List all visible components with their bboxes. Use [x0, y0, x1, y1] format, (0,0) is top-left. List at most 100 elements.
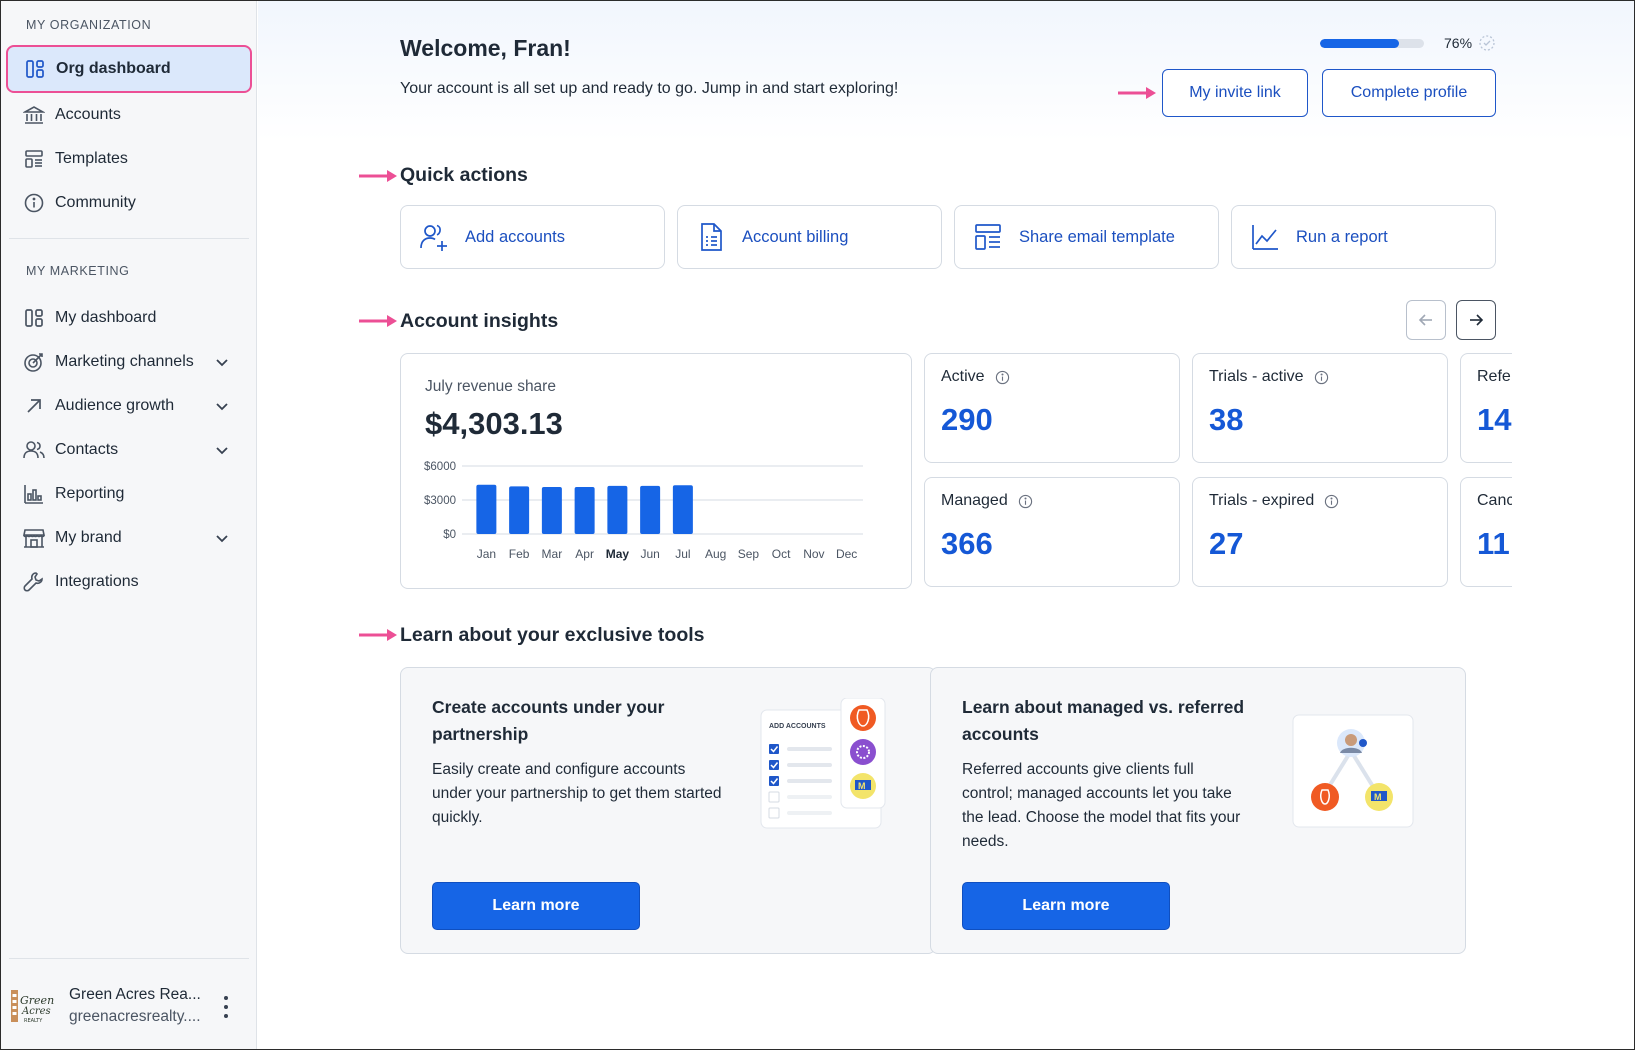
- learn-more-button[interactable]: Learn more: [962, 882, 1170, 930]
- org-name: Green Acres Rea...: [69, 986, 201, 1003]
- x-tick-label: Jun: [640, 547, 659, 561]
- templates-icon: [23, 148, 45, 170]
- stat-value: 27: [1209, 526, 1244, 561]
- info-icon[interactable]: [1018, 494, 1033, 509]
- x-tick-label: Dec: [836, 547, 857, 561]
- sidebar-item-marketing-channels[interactable]: Marketing channels: [7, 340, 250, 384]
- arrow-up-right-icon: [23, 395, 45, 417]
- quick-action-label: Run a report: [1296, 227, 1388, 246]
- stat-card-trials-active[interactable]: Trials - active 38: [1192, 353, 1448, 463]
- svg-text:Acres: Acres: [21, 1006, 51, 1017]
- sidebar-item-label: Community: [55, 194, 136, 211]
- sidebar-item-templates[interactable]: Templates: [7, 137, 250, 181]
- stat-card-trials-expired[interactable]: Trials - expired 27: [1192, 477, 1448, 587]
- progress-fill: [1320, 38, 1400, 48]
- chevron-down-icon: [214, 354, 230, 370]
- sidebar: MY ORGANIZATION Org dashboard Accounts T…: [1, 1, 257, 1049]
- bar-chart-icon: [23, 483, 45, 505]
- profile-progress[interactable]: 76%: [1320, 34, 1496, 52]
- stat-card-referred[interactable]: Refe 14: [1460, 353, 1512, 463]
- chart-bar[interactable]: [509, 486, 530, 534]
- x-tick-label: Jan: [477, 547, 496, 561]
- quick-action-add-accounts[interactable]: Add accounts: [400, 205, 665, 269]
- illus-label: ADD ACCOUNTS: [769, 723, 826, 730]
- chart-bar[interactable]: [574, 486, 595, 534]
- stat-label: Active: [941, 368, 985, 385]
- sidebar-item-org-dashboard[interactable]: Org dashboard: [6, 45, 252, 93]
- template-icon: [975, 224, 1001, 250]
- chart-bar[interactable]: [541, 486, 562, 534]
- stat-value: 366: [941, 526, 993, 561]
- sidebar-item-label: Templates: [55, 150, 128, 167]
- stat-value: 14: [1477, 402, 1512, 437]
- sidebar-item-integrations[interactable]: Integrations: [7, 560, 250, 604]
- sidebar-item-accounts[interactable]: Accounts: [7, 93, 250, 137]
- chevron-down-icon: [214, 442, 230, 458]
- stat-card-managed[interactable]: Managed 366: [924, 477, 1180, 587]
- y-tick-label: $6000: [424, 461, 456, 473]
- learn-card-title: Learn about managed vs. referred account…: [962, 697, 1245, 744]
- stat-card-active[interactable]: Active 290: [924, 353, 1180, 463]
- stats-carousel: Active 290 Trials - active 38 Refe 14 Ma…: [924, 353, 1512, 593]
- svg-text:REALTY: REALTY: [24, 1018, 43, 1024]
- chevron-down-icon: [214, 398, 230, 414]
- arrow-left-icon: [1418, 314, 1432, 326]
- sidebar-item-community[interactable]: Community: [7, 181, 250, 225]
- learn-more-button[interactable]: Learn more: [432, 882, 640, 930]
- arrow-right-icon: [1470, 314, 1484, 326]
- learn-card-create-accounts: Create accounts under your partnership E…: [400, 667, 936, 954]
- invite-link-button[interactable]: My invite link: [1162, 69, 1308, 117]
- progress-ring-icon: [1479, 35, 1495, 51]
- more-options-icon[interactable]: [217, 996, 235, 1018]
- sidebar-item-audience-growth[interactable]: Audience growth: [7, 384, 250, 428]
- chevron-down-icon: [214, 530, 230, 546]
- stat-card-canceled[interactable]: Canc 11: [1460, 477, 1512, 587]
- sidebar-item-reporting[interactable]: Reporting: [7, 472, 250, 516]
- learn-tools-title: Learn about your exclusive tools: [400, 624, 705, 646]
- pink-arrow-icon: [1118, 87, 1156, 99]
- dashboard-icon: [24, 58, 46, 80]
- chart-bar[interactable]: [607, 485, 628, 534]
- bank-icon: [23, 104, 45, 126]
- sidebar-item-contacts[interactable]: Contacts: [7, 428, 250, 472]
- add-accounts-illustration: ADD ACCOUNTS M: [760, 698, 886, 829]
- insights-prev-button[interactable]: [1406, 300, 1446, 340]
- info-icon[interactable]: [995, 370, 1010, 385]
- progress-bar: [1320, 38, 1424, 48]
- x-tick-label: Feb: [509, 547, 530, 561]
- quick-action-run-report[interactable]: Run a report: [1231, 205, 1496, 269]
- wrench-icon: [23, 571, 45, 593]
- chart-bar[interactable]: [640, 485, 661, 534]
- learn-card-title: Create accounts under your partnership: [432, 697, 665, 744]
- pink-arrow-icon: [359, 629, 397, 641]
- x-tick-label: Sep: [738, 547, 760, 561]
- info-icon[interactable]: [1324, 494, 1339, 509]
- sidebar-item-label: Accounts: [55, 106, 121, 123]
- quick-action-share-email-template[interactable]: Share email template: [954, 205, 1219, 269]
- org-switcher[interactable]: Green Acres REALTY Green Acres Rea... gr…: [9, 976, 249, 1036]
- sidebar-divider: [9, 238, 249, 239]
- org-email: greenacresrealty....: [69, 1008, 201, 1025]
- sidebar-item-my-brand[interactable]: My brand: [7, 516, 250, 560]
- chart-bar[interactable]: [476, 484, 497, 534]
- sidebar-item-label: Integrations: [55, 573, 139, 590]
- chart-bar[interactable]: [672, 485, 693, 534]
- sidebar-item-my-dashboard[interactable]: My dashboard: [7, 296, 250, 340]
- org-section-label: MY ORGANIZATION: [26, 18, 152, 32]
- complete-profile-button[interactable]: Complete profile: [1322, 69, 1496, 117]
- info-icon[interactable]: [1314, 370, 1329, 385]
- storefront-icon: [23, 527, 45, 549]
- line-chart-icon: [1252, 225, 1278, 250]
- y-tick-label: $0: [443, 529, 456, 541]
- svg-text:Green: Green: [20, 994, 54, 1007]
- marketing-section-label: MY MARKETING: [26, 264, 130, 278]
- progress-percent: 76%: [1444, 35, 1473, 51]
- quick-action-label: Share email template: [1019, 227, 1175, 246]
- welcome-subtitle: Your account is all set up and ready to …: [400, 80, 899, 97]
- quick-action-account-billing[interactable]: Account billing: [677, 205, 942, 269]
- x-tick-label: Jul: [675, 547, 690, 561]
- insights-next-button[interactable]: [1456, 300, 1496, 340]
- quick-action-label: Account billing: [742, 227, 849, 246]
- add-user-icon: [420, 224, 447, 251]
